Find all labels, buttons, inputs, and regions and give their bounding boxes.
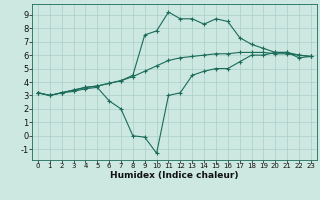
X-axis label: Humidex (Indice chaleur): Humidex (Indice chaleur) — [110, 171, 239, 180]
